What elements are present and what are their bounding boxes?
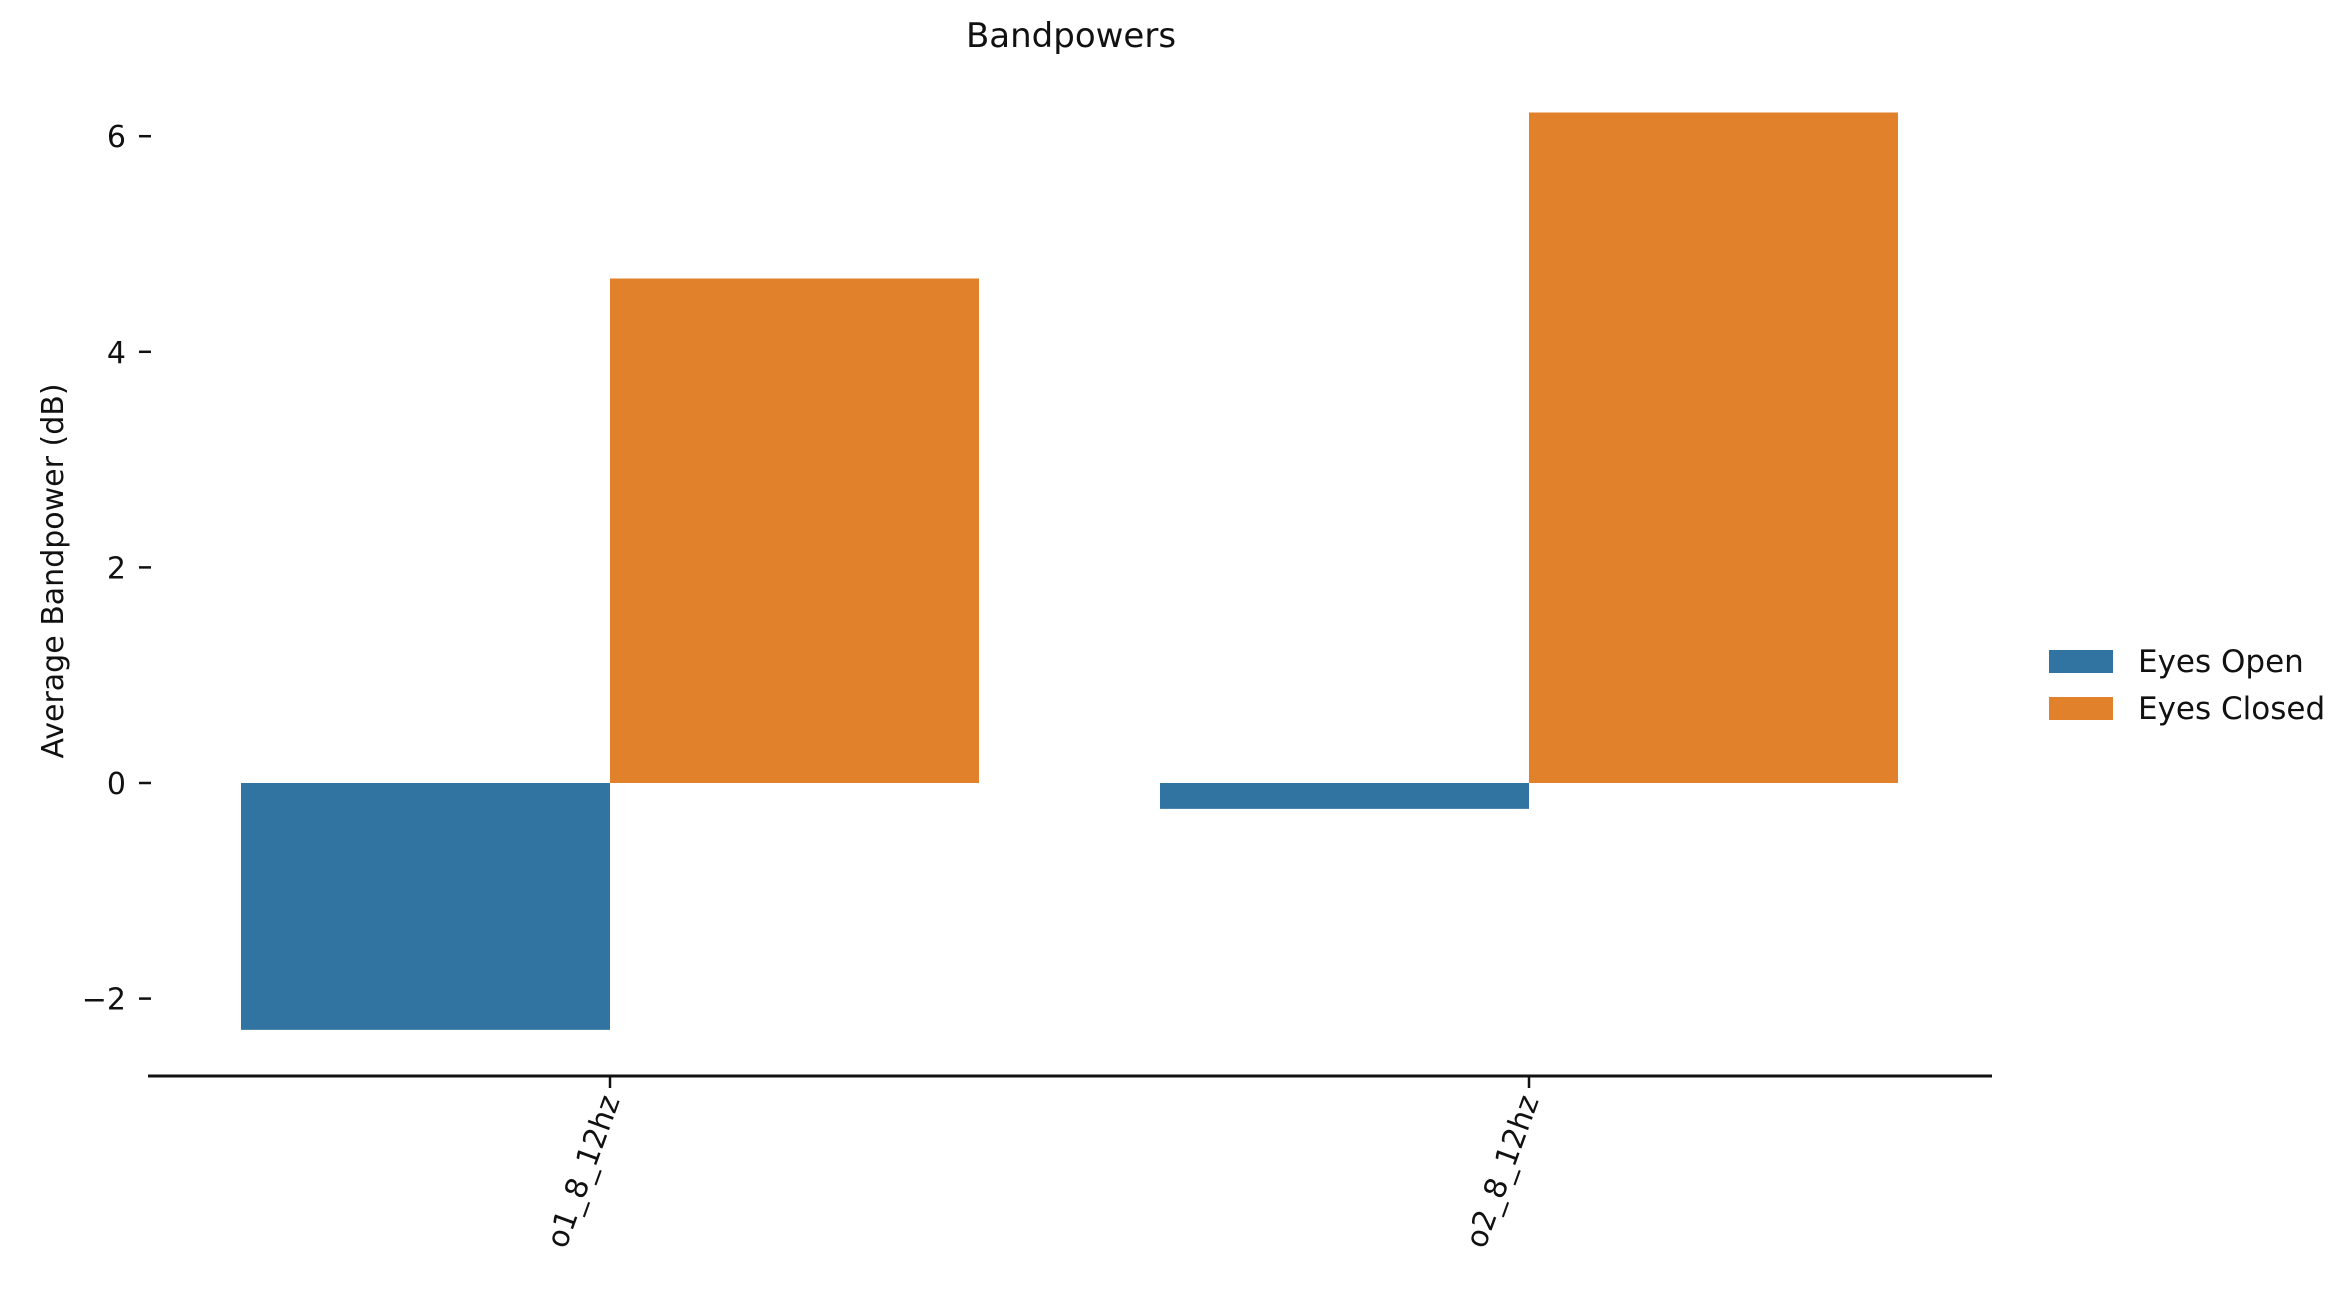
legend-label: Eyes Closed <box>2138 691 2325 727</box>
legend-swatch <box>2049 650 2113 673</box>
x-tick-label: o1_8_12hz <box>540 1091 627 1253</box>
legend-label: Eyes Open <box>2138 644 2304 680</box>
y-tick-label: 2 <box>107 551 126 586</box>
chart-title: Bandpowers <box>966 16 1176 56</box>
y-tick-label: 4 <box>107 336 126 371</box>
legend: Eyes Open Eyes Closed <box>2049 644 2325 727</box>
bars <box>241 112 1898 1030</box>
bar-eyes-closed-o2_8_12hz <box>1529 112 1898 783</box>
bar-eyes-closed-o1_8_12hz <box>610 278 979 783</box>
y-axis: −2 0 2 4 6 <box>82 120 151 1018</box>
y-tick-label: −2 <box>82 983 126 1018</box>
bar-eyes-open-o1_8_12hz <box>241 783 610 1030</box>
legend-swatch <box>2049 697 2113 720</box>
y-axis-label: Average Bandpower (dB) <box>36 383 71 758</box>
y-tick-label: 6 <box>107 120 126 155</box>
bar-eyes-open-o2_8_12hz <box>1160 783 1529 809</box>
x-tick-label: o2_8_12hz <box>1459 1091 1546 1253</box>
x-axis: o1_8_12hz o2_8_12hz <box>540 1076 1547 1253</box>
y-tick-label: 0 <box>107 767 126 802</box>
